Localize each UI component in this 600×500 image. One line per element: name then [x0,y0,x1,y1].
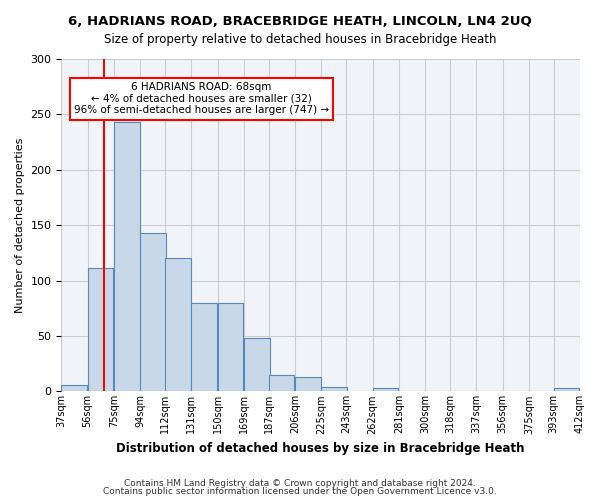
Bar [244,338,269,392]
Bar [295,377,321,392]
Text: 6 HADRIANS ROAD: 68sqm
← 4% of detached houses are smaller (32)
96% of semi-deta: 6 HADRIANS ROAD: 68sqm ← 4% of detached … [74,82,329,116]
Bar [61,384,87,392]
Bar [165,258,191,392]
Bar [218,303,243,392]
Text: Contains public sector information licensed under the Open Government Licence v3: Contains public sector information licen… [103,487,497,496]
Bar [114,122,140,392]
Y-axis label: Number of detached properties: Number of detached properties [15,138,25,313]
Bar [88,268,113,392]
Bar [554,388,580,392]
Text: Contains HM Land Registry data © Crown copyright and database right 2024.: Contains HM Land Registry data © Crown c… [124,478,476,488]
Bar [373,388,398,392]
Bar [322,387,347,392]
Text: 6, HADRIANS ROAD, BRACEBRIDGE HEATH, LINCOLN, LN4 2UQ: 6, HADRIANS ROAD, BRACEBRIDGE HEATH, LIN… [68,15,532,28]
Bar [191,303,217,392]
Text: Size of property relative to detached houses in Bracebridge Heath: Size of property relative to detached ho… [104,32,496,46]
Bar [140,233,166,392]
Bar [269,375,295,392]
X-axis label: Distribution of detached houses by size in Bracebridge Heath: Distribution of detached houses by size … [116,442,525,455]
